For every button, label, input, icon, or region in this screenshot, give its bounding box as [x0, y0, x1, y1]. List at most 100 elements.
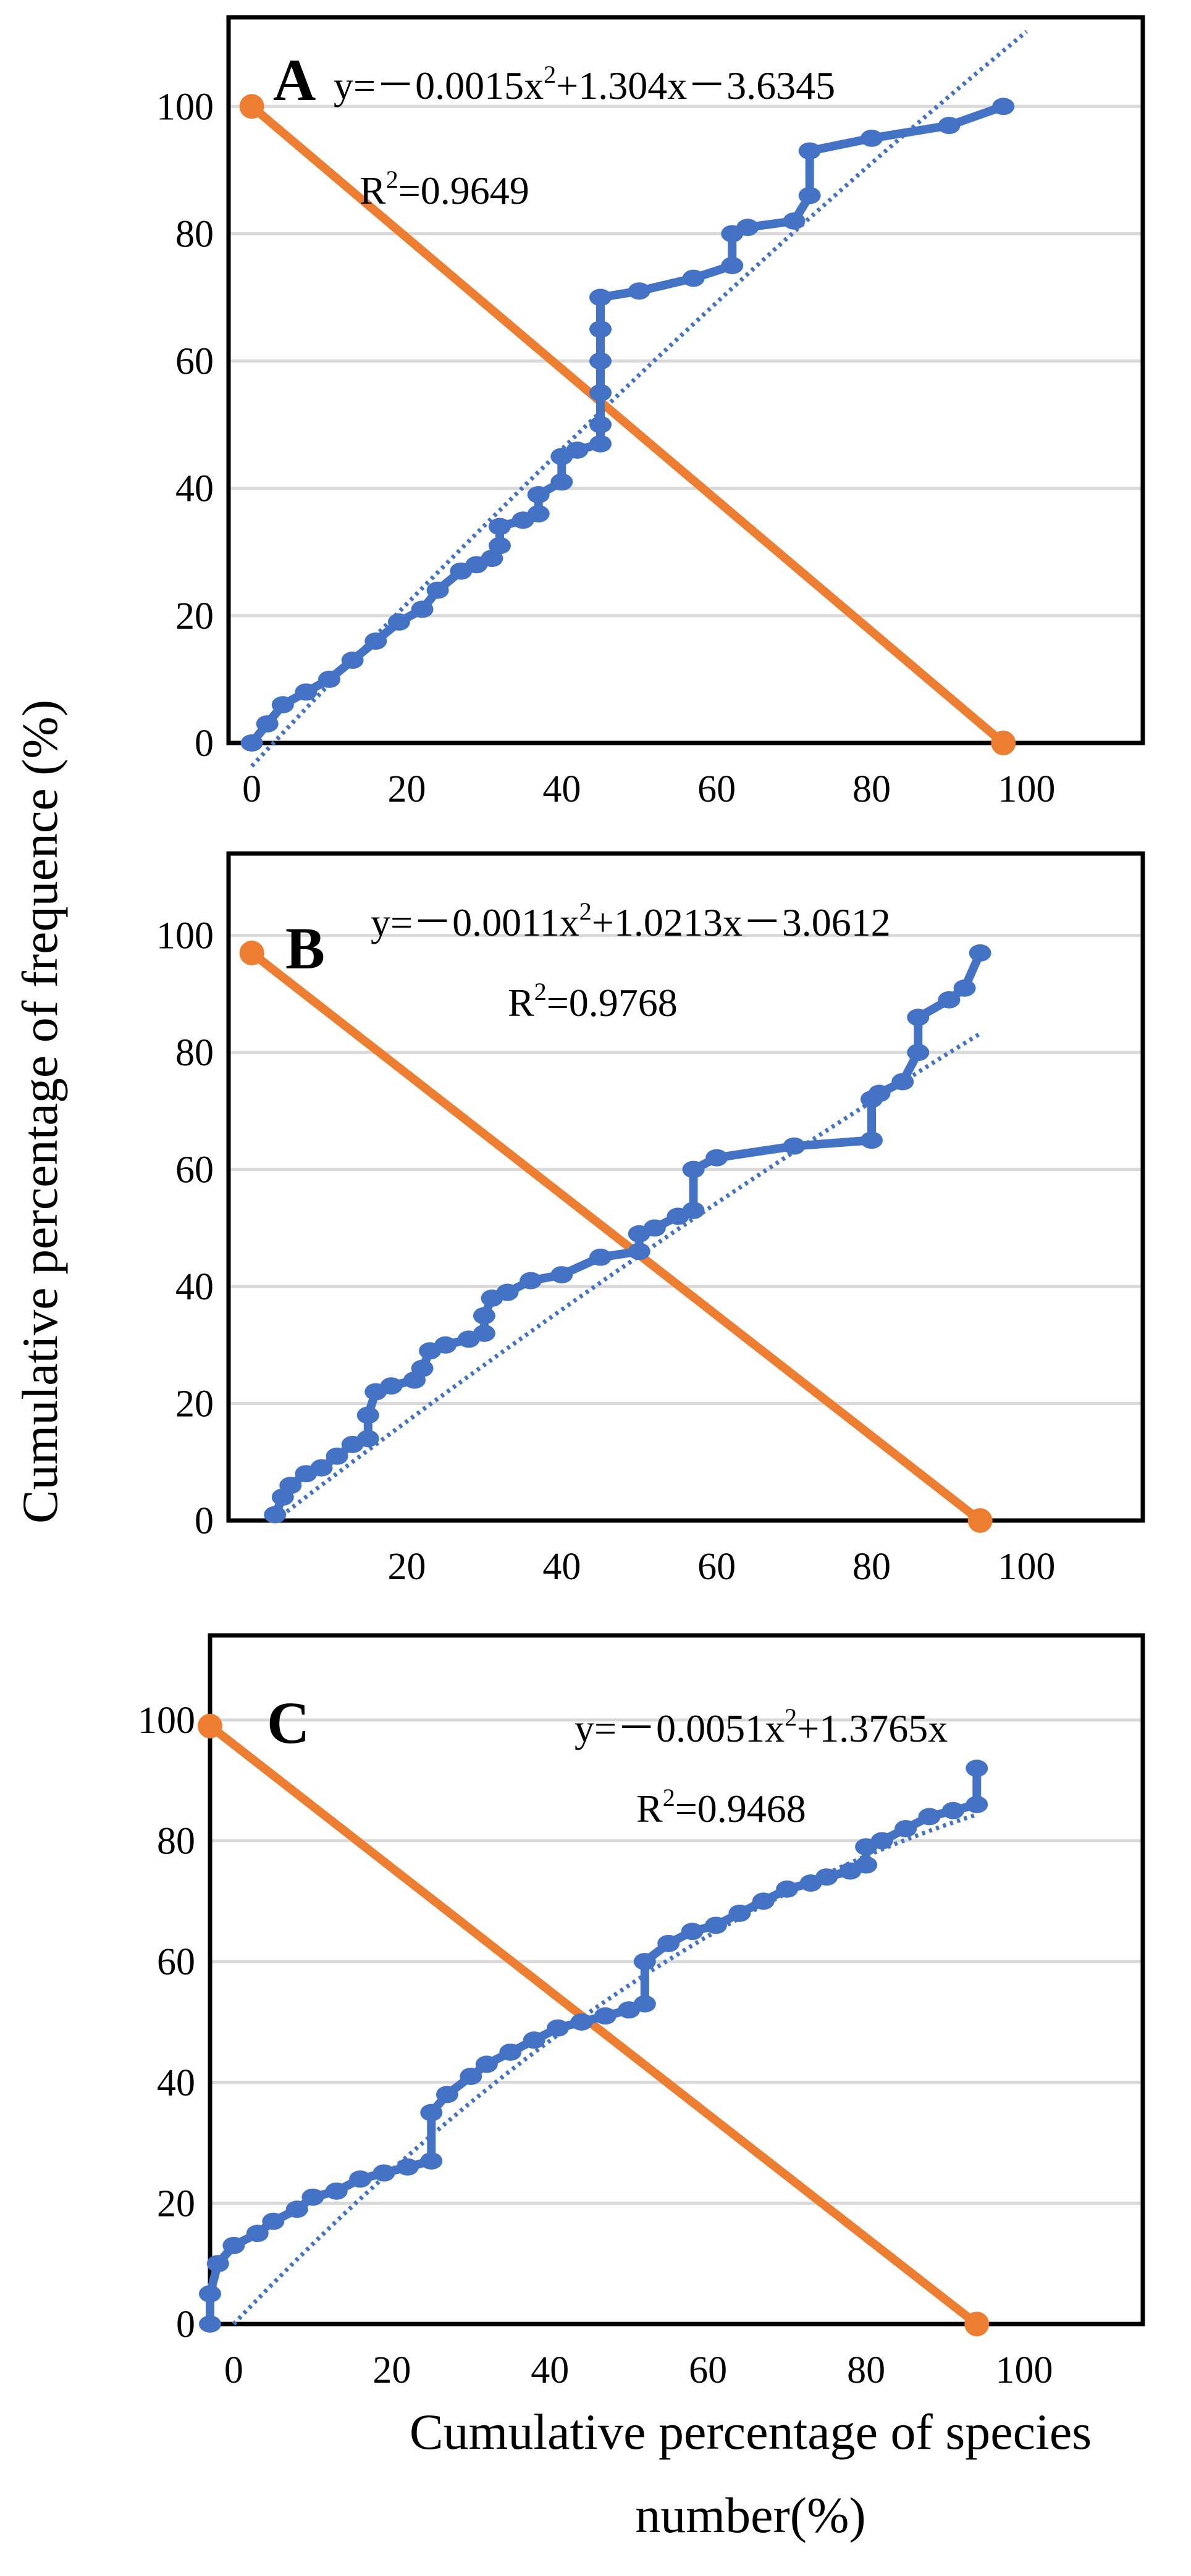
- panel-a-observed-point-5: [341, 652, 364, 669]
- panel-a-diagonal-point-0: [239, 94, 264, 119]
- panel-b-marks: [239, 941, 993, 1533]
- panel-b-r2: R2=0.9768: [508, 978, 678, 1025]
- panel-c-observed-point-11: [396, 2158, 419, 2176]
- panel-a-observed-point-24: [589, 352, 612, 370]
- panel-c-diagonal-line: [207, 1722, 980, 2328]
- panel-a-x-tick-80: 80: [852, 768, 891, 810]
- panel-c-observed-point-23: [633, 1995, 656, 2013]
- panel-c-observed-point-20: [570, 2013, 593, 2031]
- panel-a-observed-point-23: [589, 384, 612, 402]
- panel-a-marks: [239, 30, 1029, 768]
- panel-b-observed-point-31: [861, 1131, 883, 1149]
- panel-c-frame: [208, 1633, 1145, 2326]
- panel-b-observed-point-29: [705, 1149, 728, 1167]
- panel-a-frame: [226, 15, 1145, 745]
- panel-b-observed-point-12: [411, 1359, 434, 1377]
- panel-c-equation: y=－0.0051x2+1.3765x: [574, 1703, 948, 1750]
- panel-a-observed-point-6: [364, 632, 387, 650]
- panel-c-observed-point-4: [246, 2225, 269, 2242]
- panel-a-observed-point-21: [589, 435, 612, 453]
- panel-c-observed-point-30: [776, 1880, 799, 1898]
- panel-c-observed-point-36: [870, 1832, 893, 1850]
- panel-c-observed-point-2: [206, 2255, 229, 2273]
- panel-c-y-tick-80: 80: [157, 1821, 195, 1863]
- panel-b-equation: y=－0.0011x2+1.0213x－3.0612: [371, 897, 891, 944]
- panel-c-observed-point-9: [349, 2170, 372, 2188]
- panel-c-observed-point-10: [372, 2164, 395, 2182]
- panel-b-observed-point-37: [938, 991, 961, 1009]
- panel-b-observed-point-22: [589, 1248, 612, 1266]
- panel-c-y-ticks: 0 20 40 60 80 100: [138, 1700, 195, 2346]
- panel-b-observed-point-2: [279, 1477, 302, 1495]
- panel-a-observed-point-17: [527, 486, 550, 504]
- panel-c-observed-point-24: [633, 1953, 656, 1971]
- panel-c-observed-point-38: [918, 1808, 941, 1826]
- panel-b-diagonal-line: [249, 949, 983, 1524]
- panel-b: 0 20 40 60 80 100 20 40 60 80 100 B y=－0.0011x2+1…: [156, 851, 1145, 1588]
- panel-a-x-ticks: 0 20 40 60 80 100: [242, 768, 1055, 810]
- panel-b-observed-point-7: [356, 1430, 379, 1448]
- panel-c-x-ticks: 0 20 40 60 80 100: [224, 2349, 1053, 2391]
- panel-a-label: A: [273, 47, 316, 113]
- panel-c-observed-point-29: [752, 1892, 775, 1910]
- panel-b-diagonal-point-0: [239, 941, 264, 966]
- panel-b-diagonal-point-1: [967, 1508, 993, 1533]
- x-axis-title-line1: Cumulative percentage of species: [410, 2404, 1092, 2460]
- panel-a-r2: R2=0.9649: [360, 166, 529, 212]
- panel-a-observed-point-4: [318, 670, 341, 688]
- panel-c-observed-point-17: [499, 2043, 522, 2061]
- panel-a-observed-point-14: [488, 518, 511, 535]
- panel-c-observed-point-41: [966, 1760, 988, 1777]
- panel-a-y-tick-80: 80: [175, 213, 214, 255]
- panel-b-x-tick-80: 80: [852, 1546, 891, 1588]
- panel-b-observed-point-35: [907, 1044, 930, 1062]
- panel-b-y-tick-60: 60: [175, 1149, 214, 1191]
- panel-a-observed-point-34: [798, 142, 821, 160]
- panel-a-observed-point-31: [736, 219, 759, 237]
- panel-b-y-tick-100: 100: [156, 915, 214, 957]
- panel-b-observed-point-23: [628, 1243, 650, 1261]
- panel-b-y-tick-40: 40: [175, 1266, 214, 1308]
- panel-c-x-tick-40: 40: [531, 2349, 569, 2391]
- panel-a-observed-point-7: [387, 613, 410, 631]
- panel-a-observed-point-9: [426, 581, 449, 599]
- panel-b-observed-point-36: [907, 1009, 930, 1026]
- panel-b-observed-point-17: [473, 1307, 495, 1325]
- panel-a: 0 20 40 60 80 100 0 20 40 60 80 100 A y=－0.0015x2+…: [156, 15, 1145, 810]
- panel-c-observed-point-14: [436, 2086, 458, 2104]
- panel-c-y-tick-40: 40: [157, 2062, 195, 2104]
- panel-c-observed-point-16: [475, 2055, 498, 2073]
- panel-c-observed-point-40: [966, 1795, 988, 1813]
- panel-c-observed-point-1: [199, 2285, 221, 2303]
- panel-a-y-tick-20: 20: [175, 595, 214, 637]
- y-axis-title: Cumulative percentage of frequence (%): [12, 700, 68, 1524]
- panel-a-observed-point-22: [589, 416, 612, 434]
- panel-c-r2: R2=0.9468: [636, 1784, 806, 1831]
- panel-a-gridlines: [229, 104, 1143, 618]
- panel-a-observed-point-29: [721, 256, 744, 274]
- panel-b-observed-point-28: [682, 1160, 705, 1178]
- panel-b-observed-point-38: [953, 979, 976, 997]
- panel-b-observed-point-25: [643, 1219, 666, 1237]
- panel-c-x-tick-100: 100: [996, 2349, 1053, 2391]
- panel-b-observed-point-8: [356, 1406, 379, 1424]
- panel-a-observed-point-13: [488, 537, 511, 555]
- panel-c-observed-point-12: [420, 2152, 443, 2170]
- panel-c-observed-point-32: [815, 1868, 838, 1886]
- panel-c-observed-point-37: [894, 1819, 917, 1837]
- panel-b-label: B: [285, 915, 325, 981]
- panel-a-y-ticks: 0 20 40 60 80 100: [156, 86, 214, 765]
- panel-a-observed-point-20: [566, 441, 589, 459]
- panel-a-observed-point-2: [271, 696, 294, 714]
- panel-c-label: C: [267, 1690, 309, 1756]
- panel-a-x-tick-0: 0: [242, 768, 261, 810]
- panel-a-observed-point-28: [682, 269, 705, 287]
- panel-c-observed-point-21: [594, 2007, 617, 2025]
- panel-c-observed-point-0: [199, 2315, 221, 2333]
- panel-c-gridlines: [210, 1718, 1143, 2205]
- panel-a-observed-point-32: [783, 212, 806, 230]
- panel-b-observed-point-0: [264, 1506, 287, 1524]
- panel-a-y-tick-100: 100: [156, 86, 214, 128]
- panel-b-y-tick-20: 20: [175, 1383, 214, 1425]
